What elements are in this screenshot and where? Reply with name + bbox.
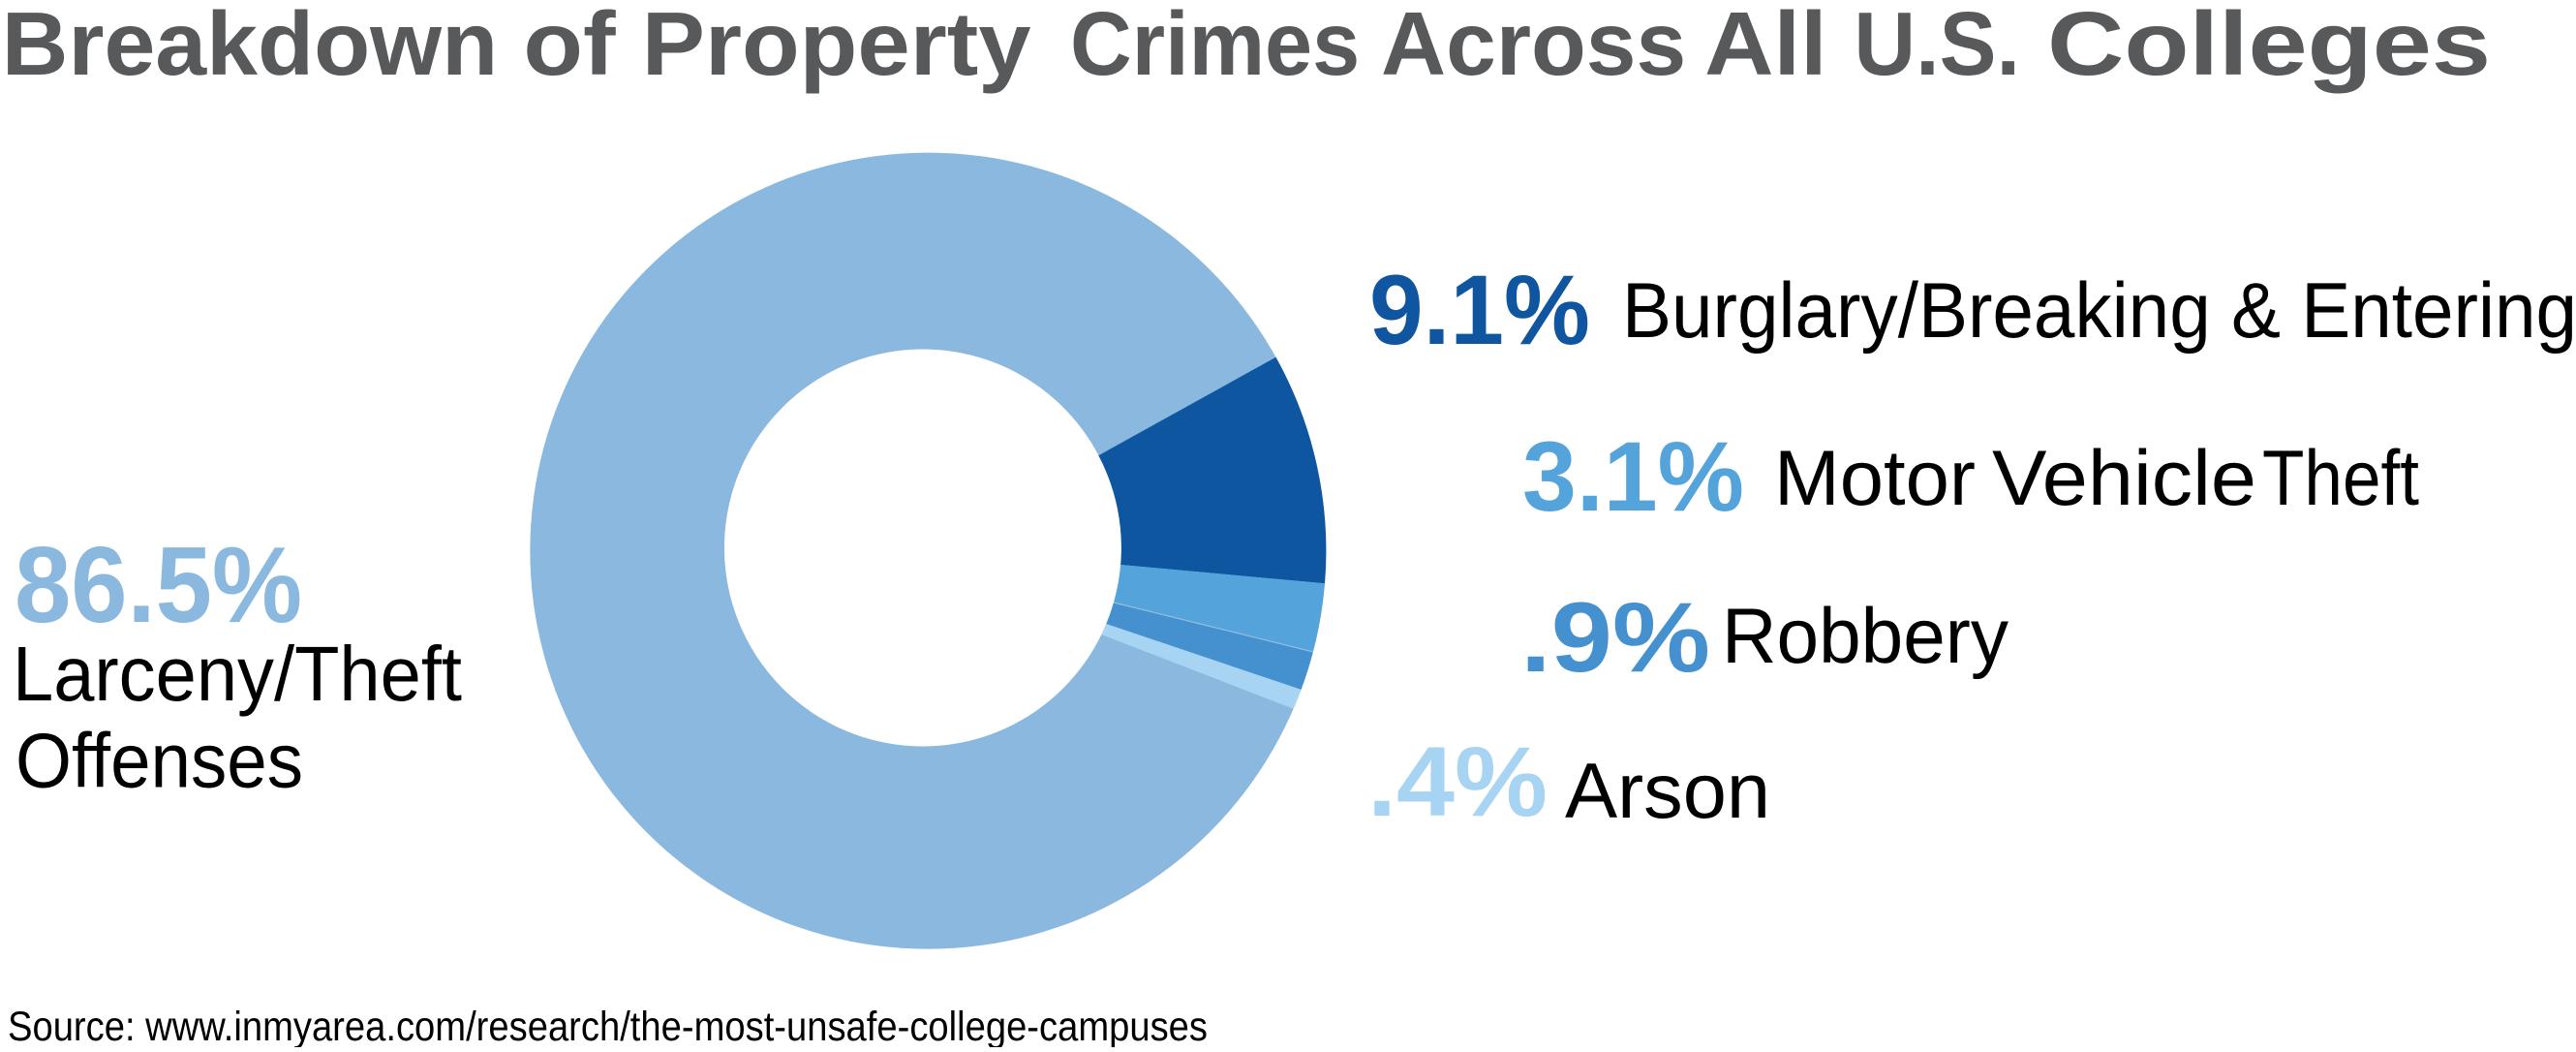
svg-text:Theft: Theft (2262, 435, 2419, 522)
svg-text:Vehicle: Vehicle (1992, 435, 2256, 522)
svg-text:Property: Property (642, 0, 1031, 94)
svg-text:.9%: .9% (1520, 582, 1710, 693)
svg-text:Offenses: Offenses (15, 718, 303, 804)
svg-text:Larceny/Theft: Larceny/Theft (13, 631, 462, 717)
svg-text:86.5%: 86.5% (15, 525, 302, 645)
svg-text:Motor: Motor (1774, 435, 1976, 522)
svg-text:Source: www.inmyarea.com/resea: Source: www.inmyarea.com/research/the-mo… (8, 1004, 1208, 1047)
svg-text:of: of (523, 0, 615, 94)
svg-text:Burglary/Breaking & Entering: Burglary/Breaking & Entering (1622, 267, 2576, 355)
svg-text:U.S.: U.S. (1854, 0, 2020, 94)
svg-text:Colleges: Colleges (2047, 0, 2491, 94)
svg-text:Crimes: Crimes (1070, 0, 1360, 94)
svg-text:Breakdown: Breakdown (2, 0, 498, 94)
svg-text:3.1%: 3.1% (1522, 421, 1744, 532)
svg-text:.4%: .4% (1367, 727, 1548, 837)
svg-text:Across: Across (1381, 0, 1686, 94)
svg-text:All: All (1704, 0, 1827, 94)
svg-text:Robbery: Robbery (1722, 593, 2009, 680)
svg-text:9.1%: 9.1% (1369, 255, 1590, 365)
svg-text:Arson: Arson (1565, 748, 1770, 835)
